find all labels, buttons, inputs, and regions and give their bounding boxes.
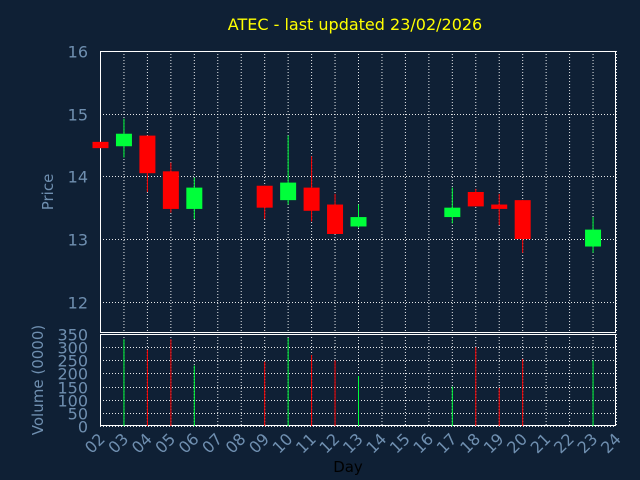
x-axis: 0203040506070809101112131415161718192021… xyxy=(81,429,625,457)
candle-body xyxy=(327,204,344,234)
price-panel: 12 13 14 15 16 xyxy=(68,43,617,333)
price-frame xyxy=(100,51,616,333)
price-tick-label: 13 xyxy=(68,231,88,250)
price-tick-label: 15 xyxy=(68,106,88,125)
candle-body xyxy=(303,187,320,211)
chart-title: ATEC - last updated 23/02/2026 xyxy=(228,15,482,34)
candle-down xyxy=(514,200,531,253)
candle-up xyxy=(350,204,367,228)
candle-body xyxy=(350,217,367,227)
candle-body xyxy=(162,171,179,209)
candle-body xyxy=(280,182,297,201)
candle-body xyxy=(92,141,109,149)
price-tick-label: 12 xyxy=(68,294,88,313)
candle-body xyxy=(139,135,156,174)
candle-up xyxy=(444,187,461,224)
volume-tick-label: 50 xyxy=(68,405,88,424)
x-axis-label: Day xyxy=(333,458,363,476)
volume-axis-label: Volume (0000) xyxy=(29,325,47,435)
candle-body xyxy=(585,229,602,247)
volume-tick-label: 300 xyxy=(57,339,88,358)
candle-down xyxy=(139,135,156,192)
candle-up xyxy=(280,135,297,205)
candle-up xyxy=(585,217,602,253)
candle-body xyxy=(444,207,461,218)
price-tick-label: 16 xyxy=(68,43,88,62)
candle-down xyxy=(256,185,273,219)
volume-tick-label: 250 xyxy=(57,352,88,371)
candle-body xyxy=(115,133,132,147)
x-tick-label: 24 xyxy=(597,429,625,457)
candle-body xyxy=(186,187,203,209)
volume-tick-label: 150 xyxy=(57,379,88,398)
candle-down xyxy=(327,193,344,234)
candle-down xyxy=(92,141,109,149)
volume-tick-label: 100 xyxy=(57,392,88,411)
candle-down xyxy=(491,193,508,226)
candle-up xyxy=(115,118,132,158)
price-axis-label: Price xyxy=(39,174,57,211)
candle-down xyxy=(303,156,320,222)
candle-down xyxy=(162,162,179,213)
price-tick-label: 14 xyxy=(68,168,88,187)
candle-up xyxy=(186,177,203,219)
candle-body xyxy=(514,200,531,239)
volume-tick-label: 0 xyxy=(78,418,88,437)
volume-tick-label: 350 xyxy=(57,326,88,345)
candle-body xyxy=(256,185,273,208)
candle-body xyxy=(467,192,484,207)
candle-body xyxy=(491,204,508,209)
volume-tick-label: 200 xyxy=(57,365,88,384)
candle-down xyxy=(467,188,484,207)
